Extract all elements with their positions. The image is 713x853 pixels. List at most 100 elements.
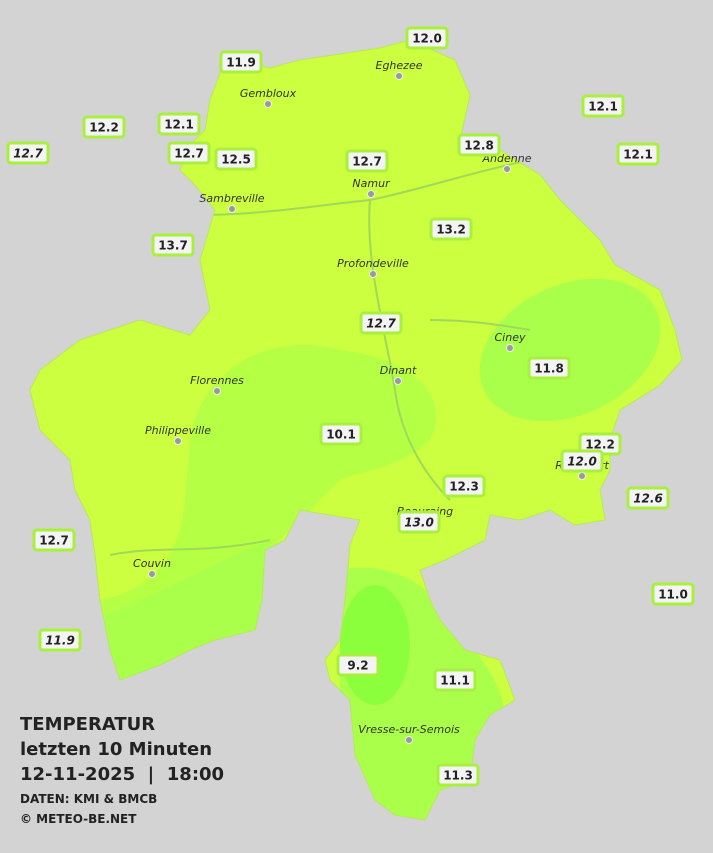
station-box: [151, 233, 195, 257]
station-value: 12.1: [164, 118, 194, 132]
station-value: 12.3: [449, 480, 479, 494]
station-value: 12.2: [89, 121, 119, 135]
town-dot: [506, 344, 514, 352]
town-label: Ciney: [495, 331, 526, 344]
town-dot: [213, 387, 221, 395]
station-box: [433, 668, 477, 692]
station-box: [457, 133, 501, 157]
station: 12.6: [626, 486, 670, 510]
town-label: Eghezee: [376, 59, 423, 72]
station-value: 12.7: [39, 534, 69, 548]
station: 13.0: [397, 510, 441, 534]
town-label: Dinant: [380, 364, 417, 377]
station-box: [6, 141, 50, 165]
station: 12.1: [157, 112, 201, 136]
station: 13.2: [429, 217, 473, 241]
station-box: [651, 582, 695, 606]
station-value: 12.0: [567, 455, 597, 469]
station: 11.0: [651, 582, 695, 606]
datetime: 12-11-2025 | 18:00: [20, 764, 224, 785]
town-label: Profondeville: [337, 257, 409, 270]
station-box: [336, 653, 380, 677]
station-box: [167, 141, 211, 165]
station-box: [429, 217, 473, 241]
station-value: 13.7: [158, 239, 188, 253]
station-box: [214, 147, 258, 171]
town-label: Gembloux: [240, 87, 297, 100]
town-label: Couvin: [133, 557, 171, 570]
station-box: [527, 356, 571, 380]
town-dot: [264, 100, 272, 108]
station: 12.7: [32, 528, 76, 552]
station: 12.7: [167, 141, 211, 165]
station: 12.7: [359, 311, 403, 335]
station-value: 11.8: [534, 362, 564, 376]
station: 12.1: [581, 94, 625, 118]
station: 13.7: [151, 233, 195, 257]
station-box: [616, 142, 660, 166]
station-box: [442, 474, 486, 498]
station-value: 12.5: [221, 153, 251, 167]
station: 12.5: [214, 147, 258, 171]
station-value: 10.1: [326, 428, 356, 442]
station-value: 11.9: [45, 634, 75, 648]
station: 12.7: [6, 141, 50, 165]
station-value: 11.9: [226, 56, 256, 70]
station: 9.2: [336, 653, 380, 677]
station-box: [157, 112, 201, 136]
station: 12.0: [405, 26, 449, 50]
station: 11.8: [527, 356, 571, 380]
station-value: 12.7: [352, 155, 382, 169]
station-box: [436, 763, 480, 787]
town-dot: [503, 165, 511, 173]
station: 12.7: [345, 149, 389, 173]
station: 12.2: [578, 432, 622, 456]
station: 12.8: [457, 133, 501, 157]
station-box: [581, 94, 625, 118]
station-box: [405, 26, 449, 50]
station-box: [82, 115, 126, 139]
town-dot: [405, 736, 413, 744]
town-dot: [369, 270, 377, 278]
station-value: 12.6: [633, 492, 663, 506]
source: DATEN: KMI & BMCB: [20, 792, 157, 806]
station-value: 12.7: [366, 317, 396, 331]
station-box: [560, 449, 604, 473]
copyright: © METEO-BE.NET: [20, 812, 137, 826]
town-label: Florennes: [190, 374, 244, 387]
title: TEMPERATUR: [20, 714, 155, 735]
station: 11.3: [436, 763, 480, 787]
town-label: Philippeville: [145, 424, 211, 437]
station-value: 13.2: [436, 223, 466, 237]
station-value: 13.0: [404, 516, 434, 530]
station: 12.2: [82, 115, 126, 139]
station-value: 12.2: [585, 438, 615, 452]
station-value: 9.2: [347, 659, 368, 673]
station: 12.0: [560, 449, 604, 473]
town-dot: [394, 377, 402, 385]
station-box: [626, 486, 670, 510]
station-value: 12.1: [623, 148, 653, 162]
station-value: 12.7: [13, 147, 43, 161]
station: 10.1: [319, 422, 363, 446]
station-box: [359, 311, 403, 335]
station: 12.3: [442, 474, 486, 498]
station-box: [345, 149, 389, 173]
station-value: 11.0: [658, 588, 688, 602]
station-value: 12.1: [588, 100, 618, 114]
station-value: 11.1: [440, 674, 470, 688]
station-box: [32, 528, 76, 552]
station-value: 12.8: [464, 139, 494, 153]
town-label: Namur: [352, 177, 391, 190]
town-label: Vresse-sur-Semois: [358, 723, 460, 736]
town-label: Sambreville: [199, 192, 264, 205]
subtitle: letzten 10 Minuten: [20, 739, 212, 760]
station-box: [319, 422, 363, 446]
town-dot: [578, 472, 586, 480]
station-box: [219, 50, 263, 74]
station: 12.1: [616, 142, 660, 166]
station: 11.9: [38, 628, 82, 652]
station-value: 12.0: [412, 32, 442, 46]
station-box: [397, 510, 441, 534]
